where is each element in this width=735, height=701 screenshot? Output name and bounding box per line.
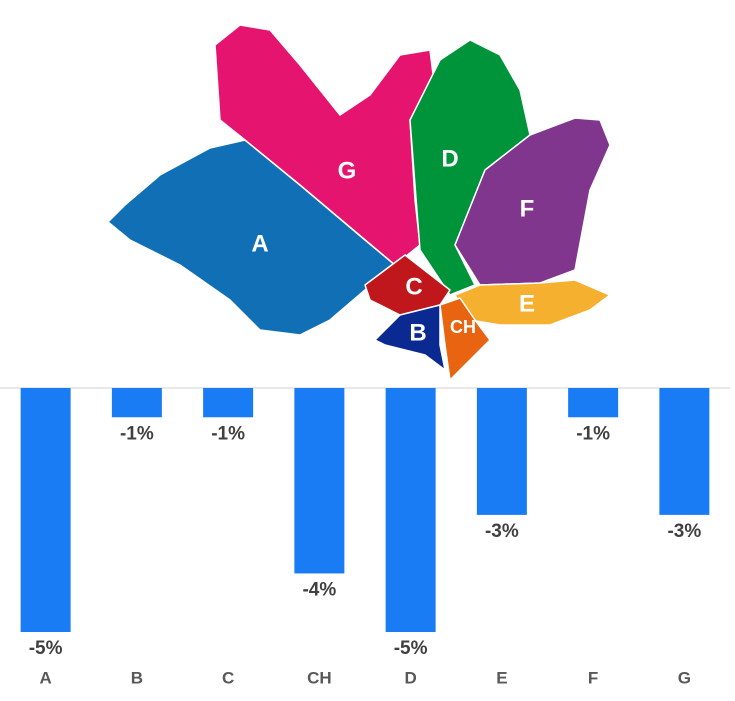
value-label: -5% <box>29 638 63 659</box>
bar <box>111 388 162 418</box>
x-tick-label: CH <box>307 668 332 687</box>
region-e <box>454 279 611 326</box>
value-label: -3% <box>667 521 701 542</box>
x-tick-label: F <box>588 668 598 687</box>
region-f <box>454 117 611 286</box>
value-label: -5% <box>394 638 428 659</box>
map-label: A <box>251 230 268 257</box>
bar <box>476 388 527 515</box>
map-label: B <box>409 319 426 346</box>
value-label: -3% <box>485 521 519 542</box>
x-tick-label: A <box>39 668 51 687</box>
map-label: E <box>519 290 535 317</box>
value-label: -1% <box>211 423 245 444</box>
bar <box>20 388 71 632</box>
x-tick-label: C <box>222 668 234 687</box>
x-tick-label: D <box>404 668 416 687</box>
value-label: -4% <box>302 579 336 600</box>
bar <box>568 388 619 418</box>
map-label: F <box>520 195 535 222</box>
value-label: -1% <box>576 423 610 444</box>
map-label: G <box>338 157 357 184</box>
value-label: -1% <box>120 423 154 444</box>
x-tick-label: B <box>131 668 143 687</box>
bar <box>203 388 254 418</box>
map-label: CH <box>450 317 476 337</box>
x-tick-label: E <box>496 668 507 687</box>
x-tick-label: G <box>678 668 691 687</box>
region-b <box>374 304 446 371</box>
map-label: C <box>405 273 422 300</box>
region-ch <box>439 297 491 381</box>
bar <box>659 388 710 515</box>
bar <box>385 388 436 632</box>
region-map: A B C CH D E F G <box>107 24 611 381</box>
bar <box>294 388 345 574</box>
map-label: D <box>441 145 458 172</box>
